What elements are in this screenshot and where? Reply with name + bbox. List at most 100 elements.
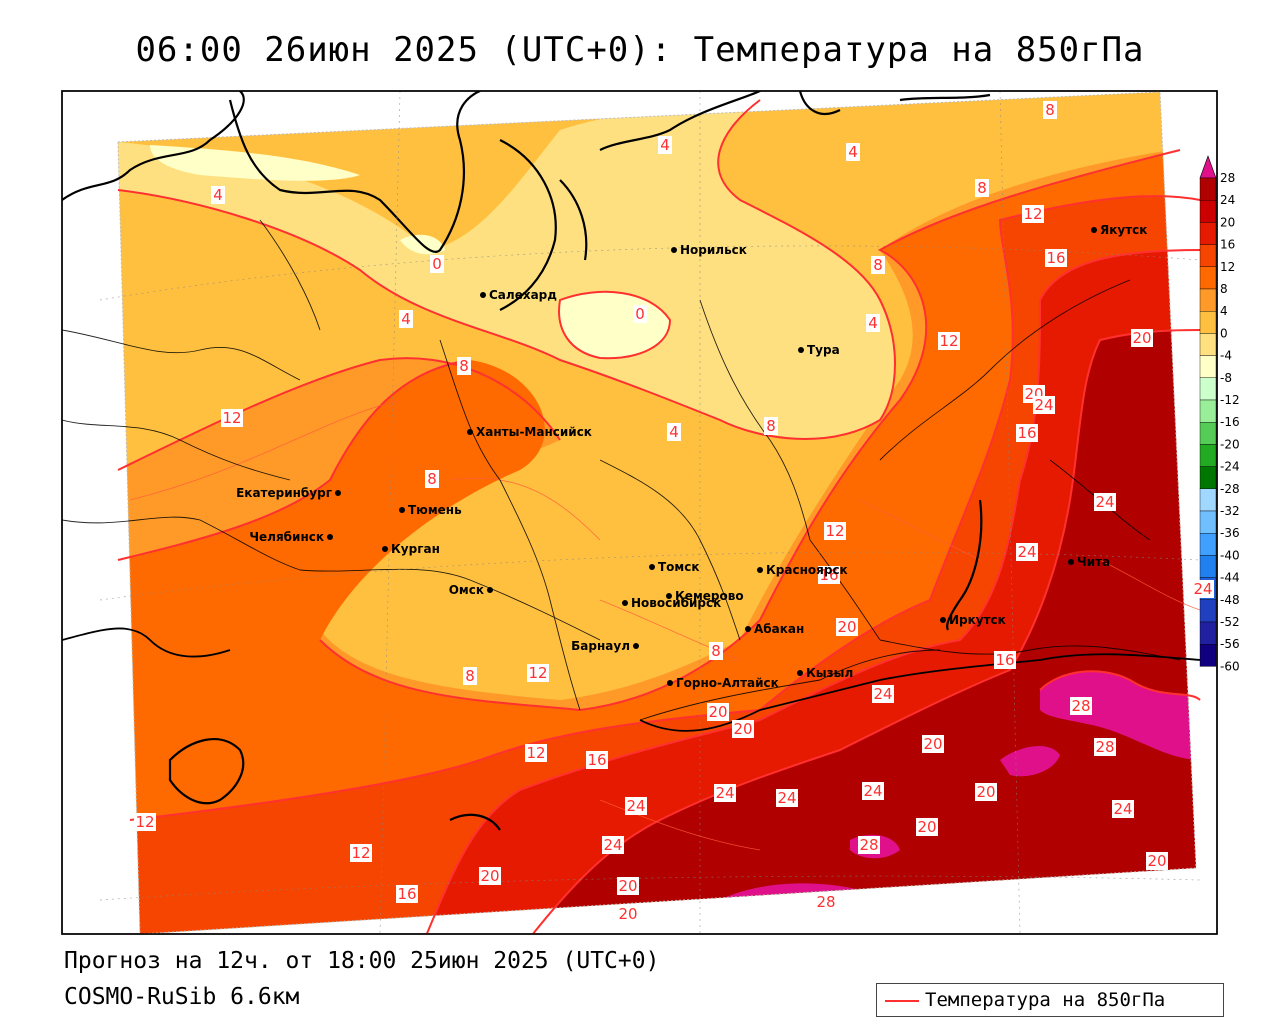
contour-label-text: 24 — [777, 789, 796, 807]
city-name: Омск — [449, 583, 484, 597]
contour-label-text: 20 — [733, 720, 752, 738]
contour-label-text: 24 — [1113, 800, 1132, 818]
contour-label: 24 — [776, 789, 798, 807]
contour-label: 24 — [1033, 396, 1055, 414]
contour-label: 24 — [862, 782, 884, 800]
colorbar-segment — [1199, 488, 1217, 512]
contour-label: 16 — [818, 566, 840, 584]
contour-label: 24 — [1192, 580, 1214, 598]
colorbar-tick-label: -4 — [1220, 349, 1232, 363]
colorbar-segment — [1199, 533, 1217, 556]
city-marker: Новосибирск — [622, 596, 721, 610]
colorbar-segment — [1199, 244, 1217, 268]
city-name: Чита — [1077, 555, 1110, 569]
contour-label-text: 8 — [1045, 101, 1055, 119]
contour-label: 4 — [399, 310, 413, 328]
city-name: Горно-Алтайск — [676, 676, 779, 690]
contour-label-text: 16 — [819, 566, 838, 584]
contour-label: 20 — [732, 720, 754, 738]
contour-label: 8 — [975, 179, 989, 197]
colorbar-tick-label: -48 — [1220, 593, 1240, 607]
contour-label-text: 4 — [401, 310, 411, 328]
colorbar-tick-label: 24 — [1220, 193, 1235, 207]
coastlines — [62, 91, 991, 831]
city-name: Екатеринбург — [236, 486, 332, 500]
contour-label: 8 — [871, 256, 885, 274]
contour-label: 16 — [1045, 249, 1067, 267]
contour-label: 12 — [527, 664, 549, 682]
city-marker: Абакан — [745, 622, 804, 636]
city-marker: Тюмень — [399, 503, 462, 517]
contour-label-text: 24 — [1095, 493, 1114, 511]
forecast-subtitle: Прогноз на 12ч. от 18:00 25июн 2025 (UTC… — [64, 948, 660, 974]
contour-label-text: 24 — [1193, 580, 1212, 598]
colorbar-segment — [1199, 288, 1217, 312]
contour-label: 12 — [824, 522, 846, 540]
contour-label-text: 20 — [618, 877, 637, 895]
colorbar-segment — [1199, 621, 1217, 645]
map-legend: Температура на 850гПа — [876, 983, 1224, 1017]
contour-label-text: 16 — [587, 751, 606, 769]
contour-label: 24 — [625, 797, 647, 815]
city-name: Кызыл — [806, 666, 853, 680]
contour-label: 12 — [221, 409, 243, 427]
contour-label: 24 — [1094, 493, 1116, 511]
contour-label-text: 28 — [1071, 697, 1090, 715]
contour-label: 20 — [916, 818, 938, 836]
city-name: Курган — [391, 542, 440, 556]
colorbar-segment — [1199, 422, 1217, 445]
contour-label-text: 8 — [873, 256, 883, 274]
contour-label-text: 12 — [351, 844, 370, 862]
contour-label-text: 8 — [427, 470, 437, 488]
contour-label: 12 — [134, 813, 156, 831]
colorbar-segment — [1199, 510, 1217, 534]
colorbar-segment — [1199, 377, 1217, 401]
contour-label-text: 12 — [939, 332, 958, 350]
contour-label-text: 20 — [917, 818, 936, 836]
contour-label: 12 — [525, 744, 547, 762]
colorbar-tick-label: -24 — [1220, 460, 1240, 474]
city-name: Ханты-Мансийск — [476, 425, 592, 439]
temperature-contours — [117, 99, 1201, 934]
contour-label: 4 — [211, 186, 225, 204]
contour-label-text: 4 — [213, 186, 223, 204]
contour-label: 20 — [617, 905, 639, 923]
contour-label: 24 — [714, 784, 736, 802]
city-marker: Ханты-Мансийск — [467, 425, 592, 439]
contour-label-text: 20 — [837, 618, 856, 636]
contour-label-text: 20 — [708, 703, 727, 721]
contour-label-text: 28 — [1095, 738, 1114, 756]
contour-label-text: 4 — [669, 423, 679, 441]
city-name: Томск — [658, 560, 700, 574]
colorbar-segment — [1199, 177, 1217, 201]
colorbar-tick-label: 12 — [1220, 260, 1235, 274]
city-marker: Кызыл — [797, 666, 853, 680]
colorbar-tick-label: 28 — [1220, 171, 1235, 185]
contour-label-text: 24 — [1034, 396, 1053, 414]
colorbar-tick-label: -40 — [1220, 548, 1240, 562]
colorbar-segment — [1199, 199, 1217, 223]
colorbar-segment — [1199, 355, 1217, 379]
colorbar-tick-label: -32 — [1220, 504, 1240, 518]
city-name: Кемерово — [675, 589, 744, 603]
map-title: 06:00 26июн 2025 (UTC+0): Температура на… — [135, 30, 1145, 70]
city-marker: Салехард — [480, 288, 557, 302]
legend-line-swatch — [885, 1000, 919, 1002]
contour-label-text: 16 — [1017, 424, 1036, 442]
colorbar-tick-label: -56 — [1220, 637, 1240, 651]
contour-label-text: 20 — [480, 867, 499, 885]
contour-label-text: 28 — [859, 836, 878, 854]
contour-label-text: 24 — [603, 836, 622, 854]
colorbar-tick-label: -12 — [1220, 393, 1240, 407]
contour-labels: 8 4 4 4 8 12 16 20 0 0 4 8 8 12 4 4 8 12 20 24 16 12 16 24 24 8 8 8… — [134, 101, 1214, 923]
contour-label: 0 — [633, 305, 647, 323]
city-marker: Екатеринбург — [236, 486, 341, 500]
colorbar-segment — [1199, 444, 1217, 467]
contour-label: 20 — [975, 783, 997, 801]
city-name: Норильск — [680, 243, 747, 257]
city-marker: Иркутск — [940, 613, 1006, 627]
contour-label: 24 — [872, 685, 894, 703]
contour-label-text: 8 — [766, 417, 776, 435]
city-marker: Чита — [1068, 555, 1110, 569]
contour-label-text: 4 — [868, 314, 878, 332]
